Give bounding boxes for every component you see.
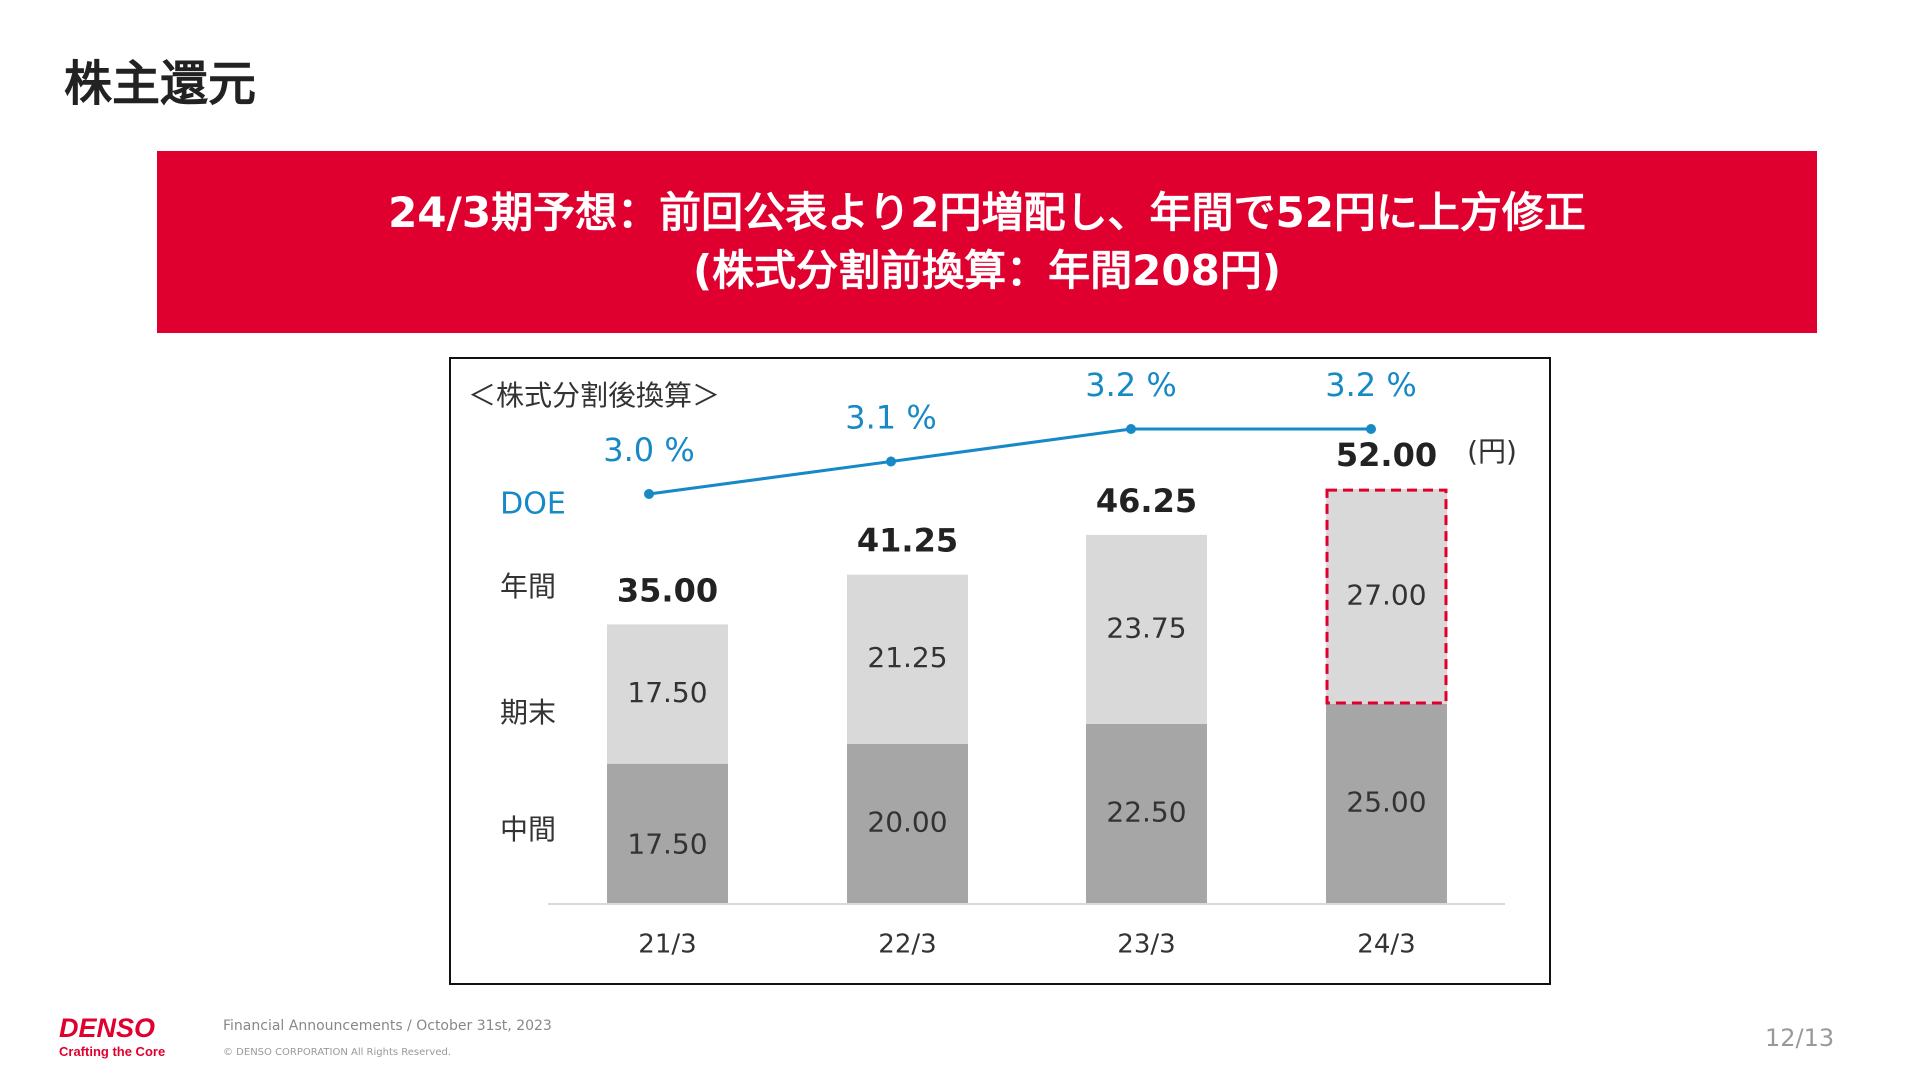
bar-interim <box>1326 704 1447 903</box>
footer-copyright: © DENSO CORPORATION All Rights Reserved. <box>223 1047 451 1058</box>
label-total: 52.00 <box>1336 436 1437 474</box>
doe-series-label: DOE <box>500 487 566 522</box>
chart-frame <box>449 357 1551 985</box>
label-interim: 17.50 <box>627 827 707 860</box>
label-total: 46.25 <box>1096 482 1197 520</box>
doe-label: 3.1 % <box>845 399 936 437</box>
label-interim: 25.00 <box>1346 786 1426 819</box>
tagline: Crafting the Core <box>59 1044 166 1059</box>
bar-final <box>1326 489 1447 704</box>
doe-point <box>886 456 896 467</box>
label-final: 27.00 <box>1346 579 1426 612</box>
headline-banner: 24/3期予想：前回公表より2円増配し、年間で52円に上方修正 (株式分割前換算… <box>157 151 1817 333</box>
x-tick-label: 22/3 <box>878 930 936 960</box>
bar-final <box>1086 534 1207 724</box>
label-total: 35.00 <box>617 571 718 609</box>
row-label-annual: 年間 <box>500 570 556 603</box>
doe-line <box>648 427 1371 496</box>
label-interim: 20.00 <box>867 805 947 838</box>
label-final: 21.25 <box>867 641 947 674</box>
chart-note: ＜株式分割後換算＞ <box>468 379 720 412</box>
label-final: 17.50 <box>627 676 707 709</box>
doe-label: 3.2 % <box>1325 366 1416 404</box>
doe-label: 3.0 % <box>603 431 694 469</box>
forecast-outline <box>1325 488 1448 705</box>
footer-announcement: Financial Announcements / October 31st, … <box>223 1018 552 1034</box>
banner-line-1: 24/3期予想：前回公表より2円増配し、年間で52円に上方修正 <box>388 188 1586 237</box>
label-final: 23.75 <box>1106 611 1186 644</box>
bar-interim <box>607 763 728 903</box>
doe-point <box>644 489 654 499</box>
bar-final <box>847 574 968 744</box>
x-tick-label: 21/3 <box>638 930 696 960</box>
page-title: 株主還元 <box>64 56 257 112</box>
label-total: 41.25 <box>857 522 958 560</box>
unit-label: (円) <box>1467 435 1517 468</box>
bar-interim <box>1086 723 1207 903</box>
x-tick-label: 24/3 <box>1357 930 1415 960</box>
doe-label: 3.2 % <box>1085 366 1176 404</box>
row-label-final: 期末 <box>500 696 556 729</box>
page-number: 12/13 <box>1765 1024 1835 1052</box>
denso-logo: DENSO <box>59 1013 156 1043</box>
x-tick-label: 23/3 <box>1117 930 1175 960</box>
banner-line-2: (株式分割前換算：年間208円) <box>692 246 1282 295</box>
row-label-interim: 中間 <box>500 813 556 846</box>
doe-point <box>1126 424 1136 434</box>
bar-final <box>607 624 728 764</box>
bar-interim <box>847 743 968 903</box>
doe-point <box>1366 424 1376 434</box>
label-interim: 22.50 <box>1106 795 1186 828</box>
